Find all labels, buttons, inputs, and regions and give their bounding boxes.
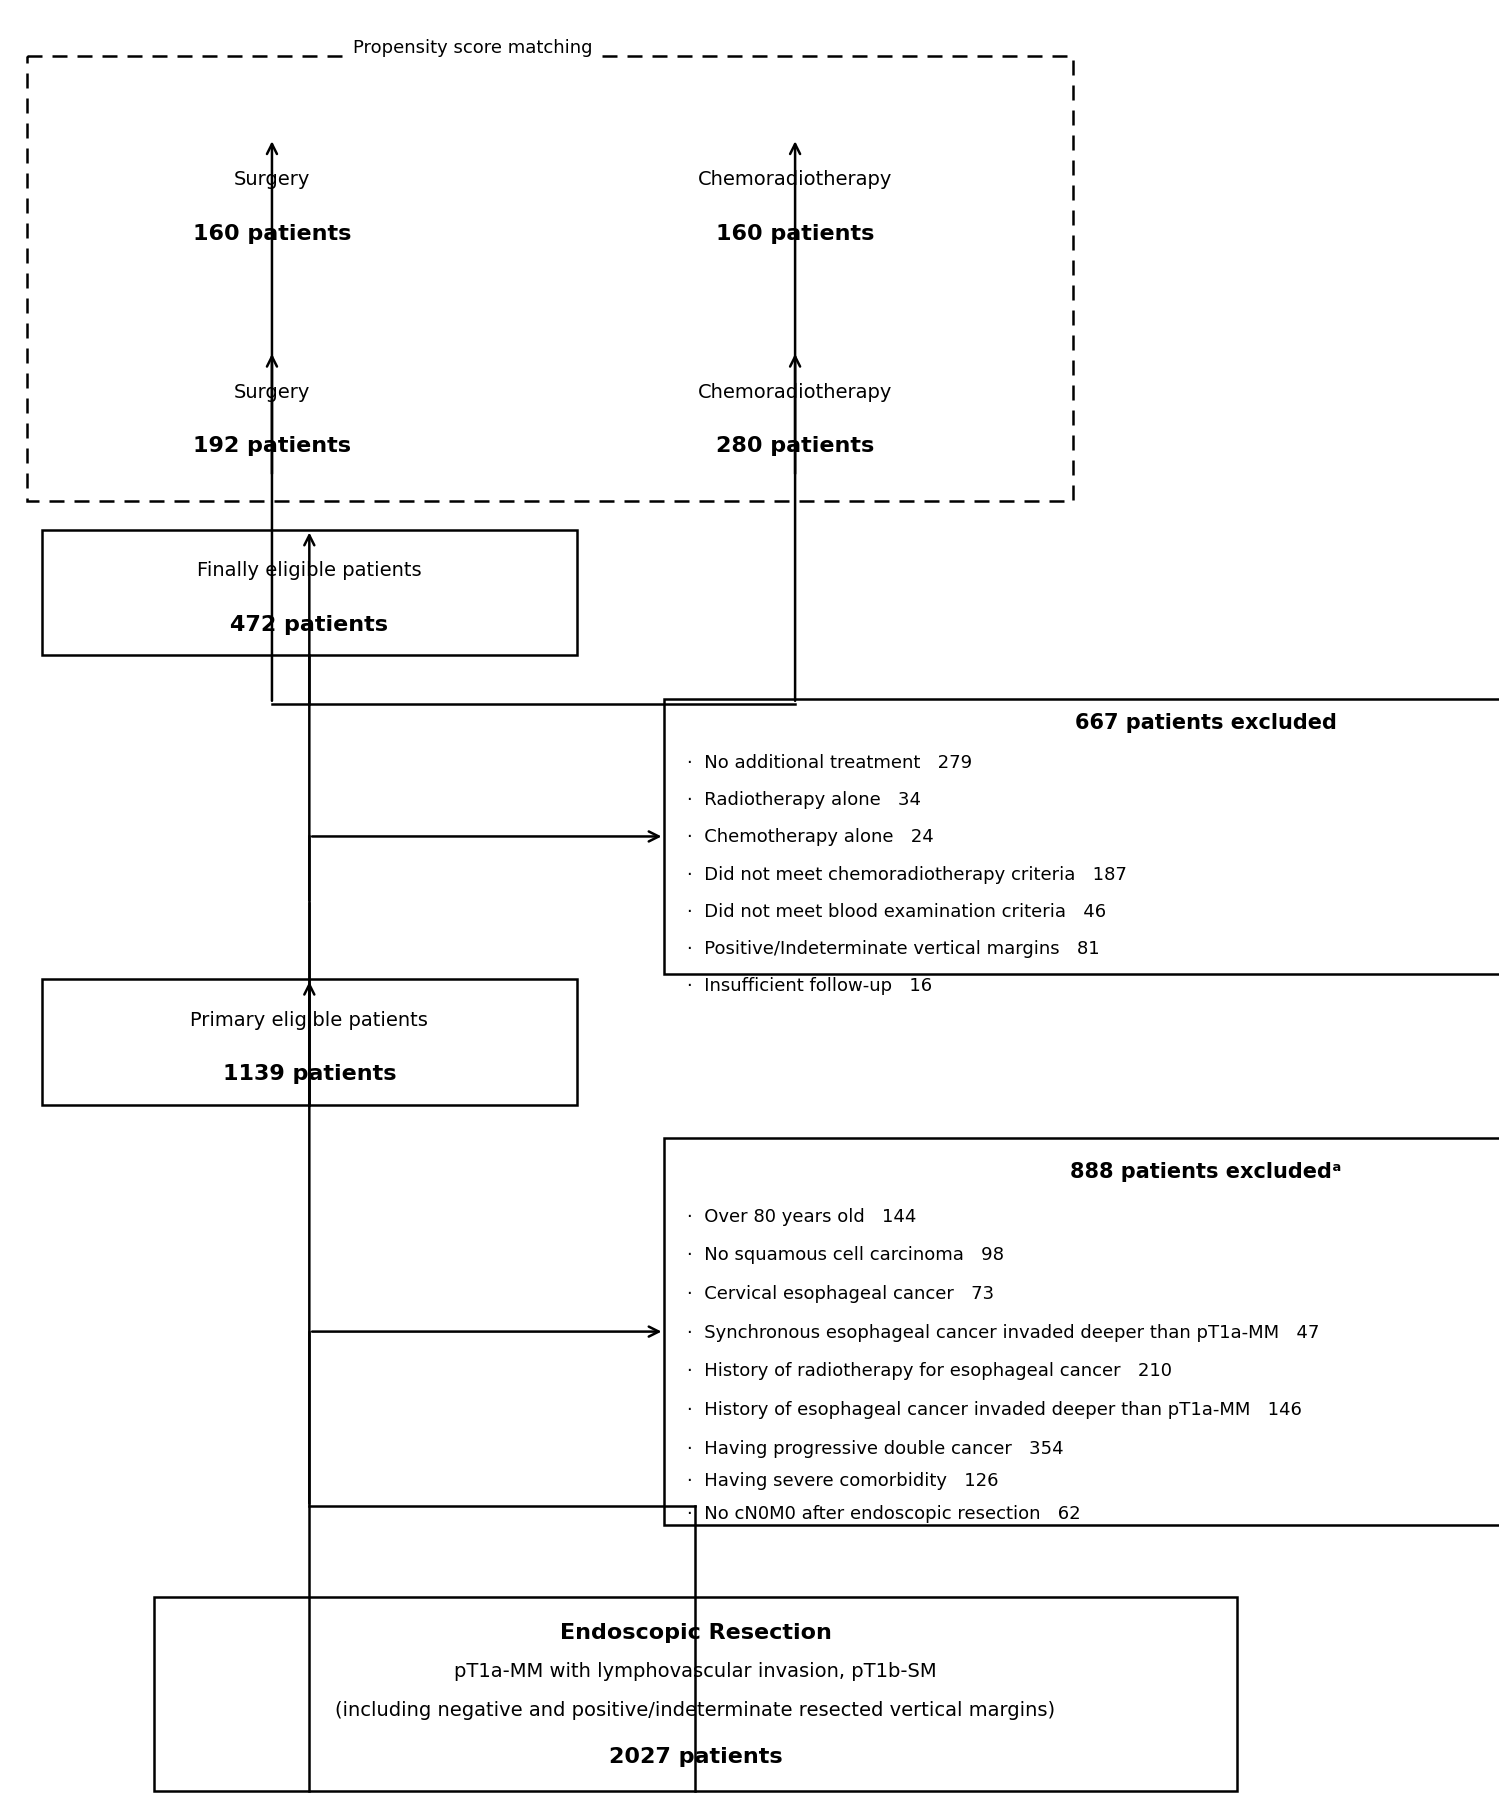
Text: 2027 patients: 2027 patients <box>609 1745 782 1765</box>
Bar <box>559 352 1031 477</box>
Text: Chemoradiotherapy: Chemoradiotherapy <box>697 383 893 401</box>
Text: ·  Positive/Indeterminate vertical margins   81: · Positive/Indeterminate vertical margin… <box>687 940 1099 958</box>
Text: ·  History of esophageal cancer invaded deeper than pT1a-MM   146: · History of esophageal cancer invaded d… <box>687 1400 1302 1419</box>
Text: Surgery: Surgery <box>234 383 310 401</box>
Text: ·  No cN0M0 after endoscopic resection   62: · No cN0M0 after endoscopic resection 62 <box>687 1504 1081 1522</box>
Text: Chemoradiotherapy: Chemoradiotherapy <box>697 171 893 189</box>
Text: ·  Did not meet chemoradiotherapy criteria   187: · Did not meet chemoradiotherapy criteri… <box>687 865 1127 883</box>
Text: ·  Did not meet blood examination criteria   46: · Did not meet blood examination criteri… <box>687 902 1106 920</box>
Text: 1139 patients: 1139 patients <box>222 1063 397 1083</box>
Text: 472 patients: 472 patients <box>230 615 388 635</box>
Text: 888 patients excludedᵃ: 888 patients excludedᵃ <box>1070 1161 1342 1181</box>
Text: 160 patients: 160 patients <box>715 223 875 243</box>
Text: (including negative and positive/indeterminate resected vertical margins): (including negative and positive/indeter… <box>335 1700 1055 1720</box>
Bar <box>664 1139 1503 1526</box>
Text: Propensity score matching: Propensity score matching <box>353 38 592 56</box>
Text: ·  No additional treatment   279: · No additional treatment 279 <box>687 753 972 771</box>
Text: Endoscopic Resection: Endoscopic Resection <box>559 1622 831 1642</box>
Text: ·  Synchronous esophageal cancer invaded deeper than pT1a-MM   47: · Synchronous esophageal cancer invaded … <box>687 1322 1320 1341</box>
Text: 192 patients: 192 patients <box>192 435 352 455</box>
Text: ·  Having severe comorbidity   126: · Having severe comorbidity 126 <box>687 1471 998 1489</box>
Bar <box>559 140 1031 265</box>
Text: ·  Over 80 years old   144: · Over 80 years old 144 <box>687 1206 917 1224</box>
Bar <box>664 700 1503 974</box>
Text: ·  History of radiotherapy for esophageal cancer   210: · History of radiotherapy for esophageal… <box>687 1362 1172 1379</box>
Bar <box>72 352 472 477</box>
Text: Primary eligible patients: Primary eligible patients <box>191 1010 428 1029</box>
Text: Surgery: Surgery <box>234 171 310 189</box>
Bar <box>42 530 577 657</box>
Text: ·  Having progressive double cancer   354: · Having progressive double cancer 354 <box>687 1439 1063 1457</box>
Text: Finally eligible patients: Finally eligible patients <box>197 561 422 580</box>
Bar <box>72 140 472 265</box>
Text: 667 patients excluded: 667 patients excluded <box>1075 713 1338 733</box>
Text: ·  Chemotherapy alone   24: · Chemotherapy alone 24 <box>687 827 933 845</box>
Bar <box>42 980 577 1105</box>
Text: ·  Cervical esophageal cancer   73: · Cervical esophageal cancer 73 <box>687 1284 993 1302</box>
Bar <box>27 58 1073 501</box>
Text: 160 patients: 160 patients <box>192 223 352 243</box>
Text: ·  Insufficient follow-up   16: · Insufficient follow-up 16 <box>687 976 932 994</box>
Text: pT1a-MM with lymphovascular invasion, pT1b-SM: pT1a-MM with lymphovascular invasion, pT… <box>454 1662 936 1680</box>
Text: ·  No squamous cell carcinoma   98: · No squamous cell carcinoma 98 <box>687 1246 1004 1264</box>
Bar <box>153 1598 1237 1790</box>
Text: ·  Radiotherapy alone   34: · Radiotherapy alone 34 <box>687 791 921 809</box>
Text: 280 patients: 280 patients <box>715 435 875 455</box>
